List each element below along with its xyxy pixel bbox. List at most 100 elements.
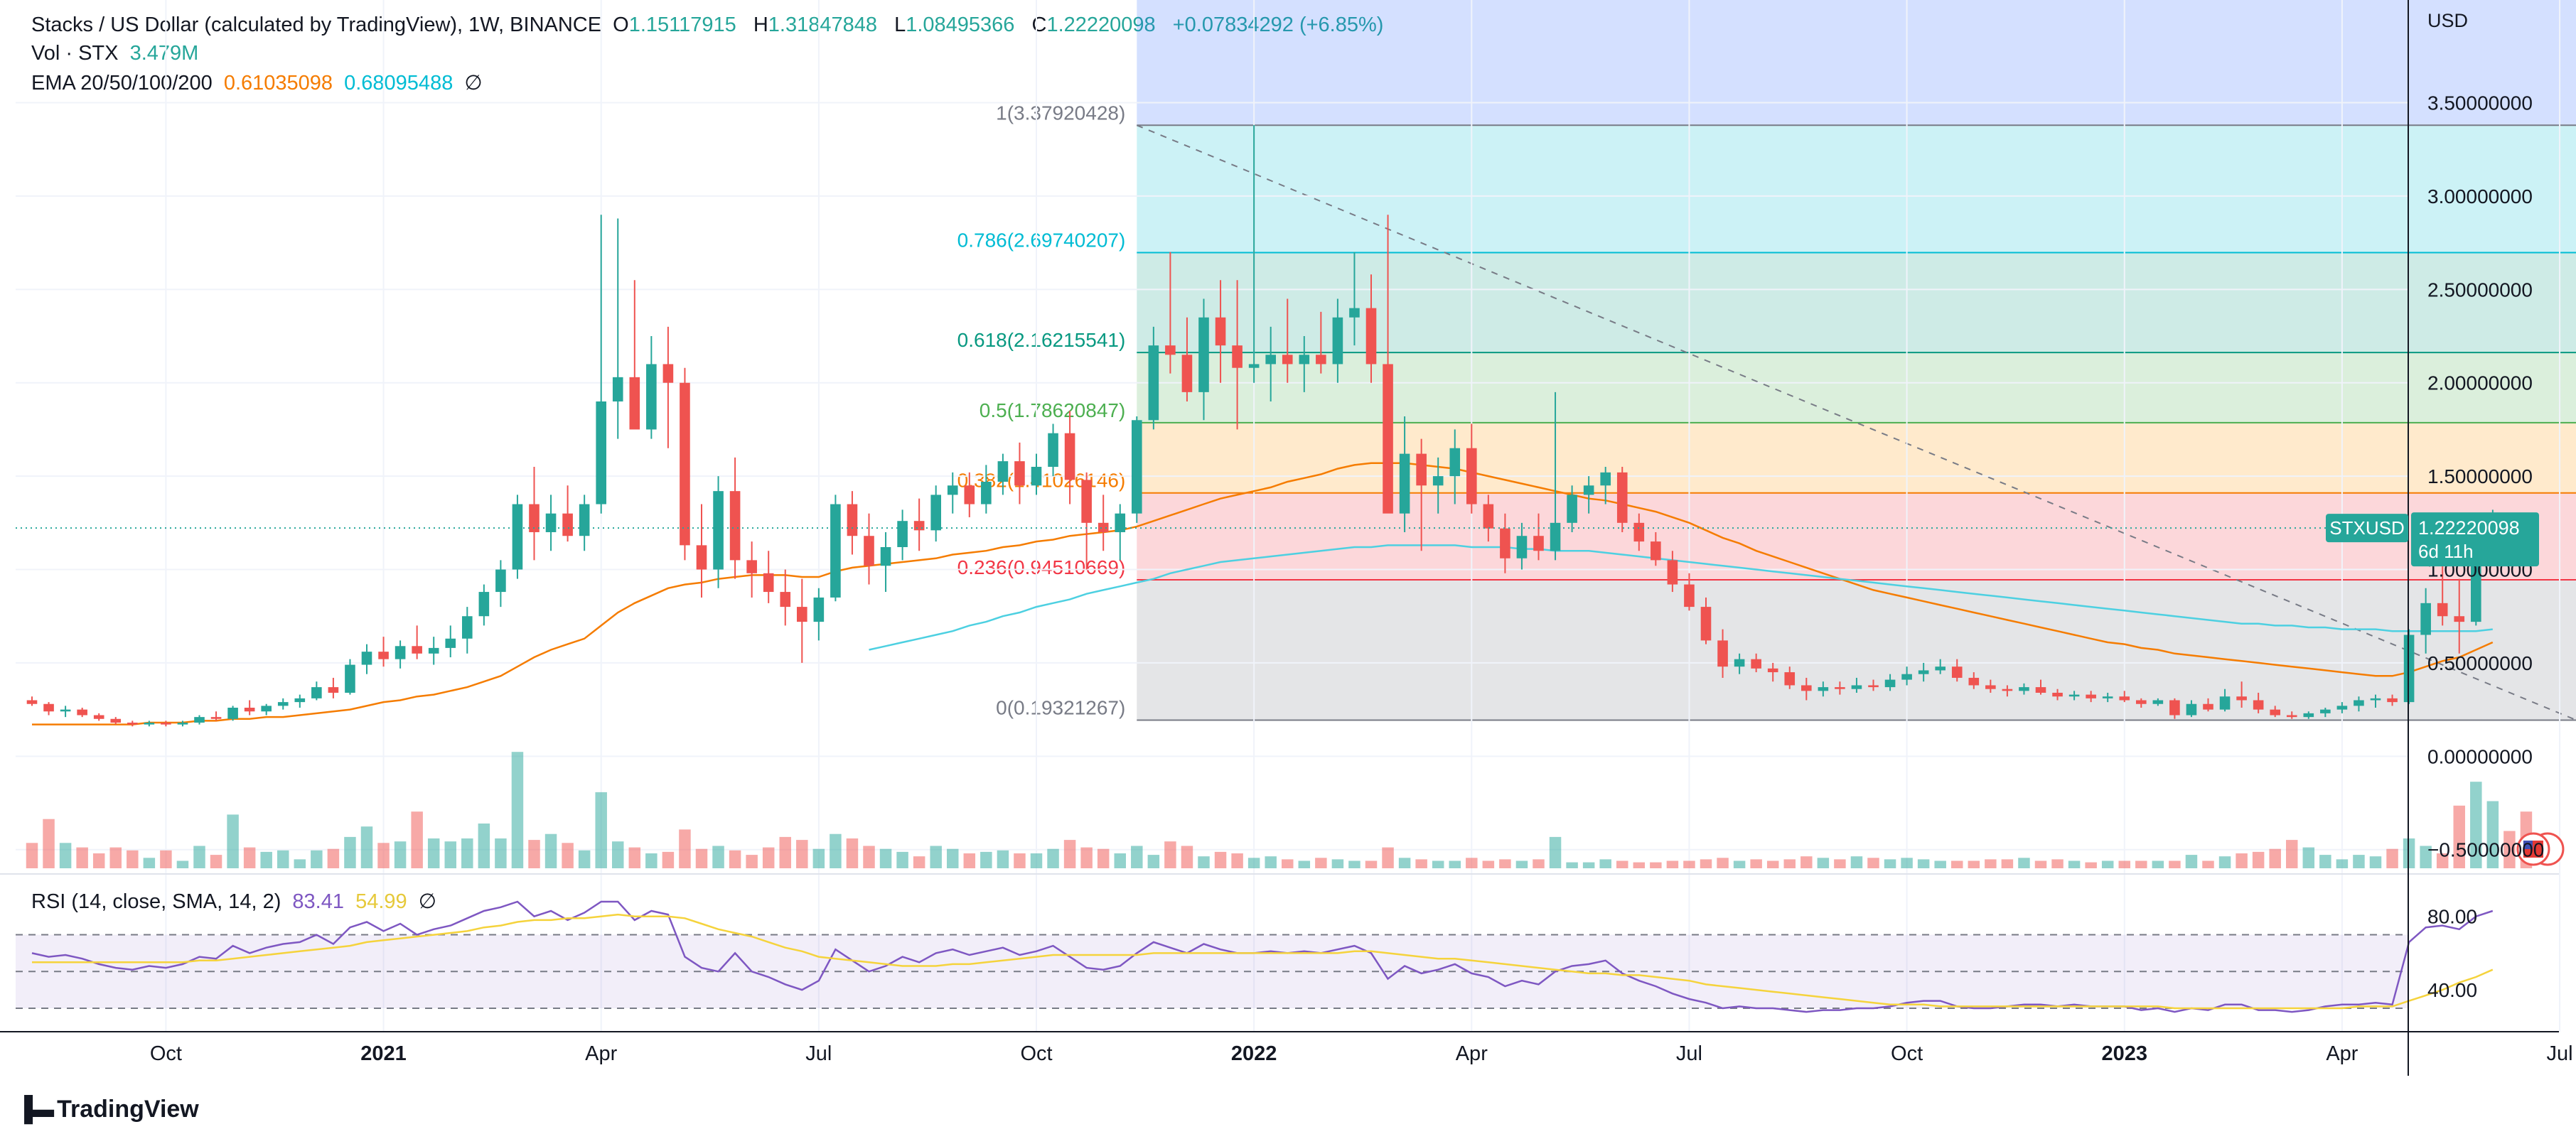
candle-body — [210, 717, 222, 719]
volume-bar — [2202, 860, 2214, 868]
candle — [2035, 679, 2046, 695]
candle — [1784, 666, 1796, 689]
fib-level-label: 1(3.37920428) — [996, 102, 1125, 124]
fib-zone — [1137, 422, 2576, 493]
volume-bar — [1131, 846, 1143, 868]
candle — [1299, 336, 1310, 392]
candle — [1550, 392, 1561, 561]
volume-bar — [1063, 840, 1076, 868]
candle — [1316, 311, 1326, 374]
ema-value-20: 0.61035098 — [223, 72, 333, 95]
candle — [227, 706, 238, 721]
rsi-pane[interactable] — [0, 873, 2559, 1013]
candle — [60, 706, 71, 718]
volume-bar — [277, 850, 289, 868]
rsi-value: 83.41 — [292, 890, 344, 913]
candle — [1165, 252, 1176, 374]
volume-bar — [2085, 862, 2097, 868]
candle-body — [1901, 674, 1912, 680]
candle — [2387, 694, 2398, 706]
candle-body — [1332, 317, 1343, 365]
candle — [277, 698, 289, 710]
fibonacci-retracement[interactable]: 1(3.37920428) 0.786(2.69740207) 0.618(2.16… — [957, 0, 2576, 721]
candle — [2002, 685, 2013, 697]
tradingview-logo[interactable]: ▐▬ TradingView — [16, 1096, 199, 1123]
candle — [1918, 662, 1929, 682]
volume-bar — [846, 838, 859, 868]
volume-bar — [2152, 860, 2164, 868]
candle — [612, 218, 623, 439]
candle-body — [2320, 709, 2331, 713]
candle — [2186, 700, 2197, 718]
volume-bar — [612, 841, 624, 868]
candle-body — [1968, 677, 1980, 686]
ohlc-high: H1.31847848 — [753, 14, 878, 36]
candle — [1365, 274, 1377, 383]
volume-bar — [109, 847, 122, 868]
candle-body — [227, 707, 238, 719]
tradingview-logo-text: TradingView — [57, 1096, 199, 1123]
time-axis-label: Jul — [2547, 1042, 2573, 1065]
price-axis-currency: USD — [2427, 10, 2468, 31]
candle-body — [26, 700, 38, 704]
volume-bar — [1298, 860, 1311, 868]
candle — [345, 659, 355, 695]
candle-body — [662, 364, 674, 383]
candle-body — [1951, 666, 1963, 678]
candle-body — [445, 638, 456, 648]
candle — [2203, 698, 2213, 712]
candle-body — [2169, 700, 2180, 716]
rsi-legend[interactable]: RSI (14, close, SMA, 14, 2) 83.41 54.99 … — [31, 890, 442, 914]
candle — [2420, 588, 2431, 654]
ema-20-line — [32, 462, 2494, 725]
volume-bar — [1515, 860, 1528, 868]
volume-bar — [444, 841, 456, 868]
fib-extension-zone — [1137, 0, 2576, 126]
candle — [1868, 679, 1879, 691]
ema-legend[interactable]: EMA 20/50/100/200 0.61035098 0.68095488 … — [31, 71, 488, 95]
candle-body — [1835, 687, 1845, 689]
candle — [964, 472, 975, 517]
rsi-hidden-icon[interactable]: ∅ — [418, 890, 436, 913]
symbol-legend[interactable]: Stacks / US Dollar (calculated by Tradin… — [31, 13, 1389, 37]
volume-value: 3.479M — [129, 42, 199, 65]
candle — [1633, 513, 1645, 551]
candle — [445, 625, 456, 658]
candle-body — [1483, 504, 1494, 529]
candle — [1248, 125, 1260, 383]
candle-body — [2102, 696, 2113, 698]
candle — [1935, 659, 1946, 674]
candle — [2437, 560, 2448, 626]
candle — [813, 588, 825, 641]
volume-bar — [2302, 847, 2315, 868]
candle-body — [495, 569, 506, 593]
candle — [1500, 513, 1510, 573]
volume-bar — [411, 811, 423, 868]
candle — [1383, 215, 1393, 514]
volume-bar — [578, 850, 591, 868]
volume-bar — [2420, 846, 2432, 868]
candle — [1901, 666, 1912, 686]
candle-body — [1751, 659, 1761, 669]
fib-level-label: 0.618(2.16215541) — [957, 329, 1126, 351]
candle — [981, 465, 992, 514]
candle — [210, 711, 222, 721]
candle-body — [1550, 522, 1561, 551]
time-axis-label: Apr — [585, 1042, 617, 1065]
volume-legend[interactable]: Vol · STX 3.479M — [31, 41, 204, 65]
candle — [696, 504, 707, 598]
volume-bar — [695, 848, 708, 868]
chart-axes[interactable]: USD 3.50000000 3.00000000 2.50000000 2.00000… — [0, 0, 2576, 1076]
ema-hidden-icon[interactable]: ∅ — [464, 72, 483, 95]
candle-body — [2186, 703, 2197, 716]
candle — [161, 720, 171, 727]
candle — [1800, 677, 1812, 701]
fib-zone — [1137, 125, 2576, 253]
candle — [177, 720, 188, 727]
candle-body — [1918, 670, 1929, 674]
volume-bar — [595, 792, 607, 868]
candle-body — [345, 664, 355, 693]
candle-body — [512, 504, 523, 570]
candle-body — [1316, 355, 1326, 365]
